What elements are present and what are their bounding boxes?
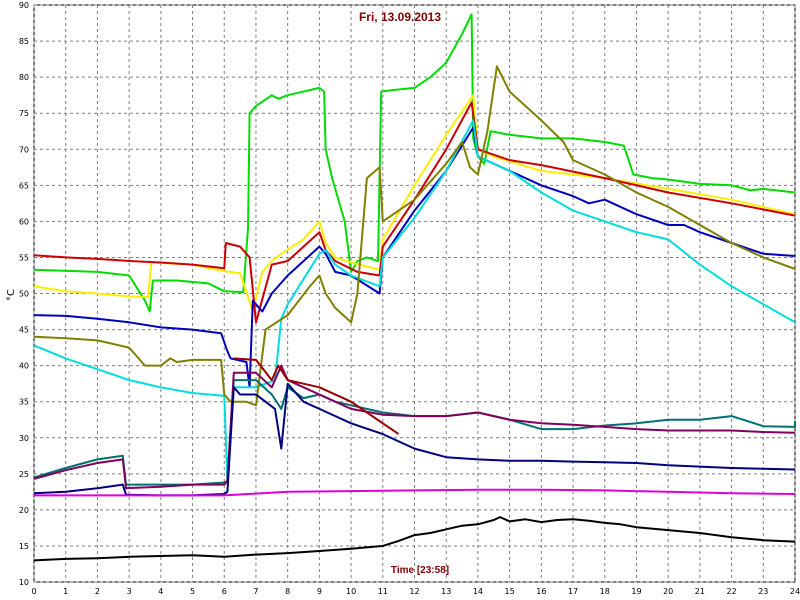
series-line-1 [33,13,796,313]
y-tick-label: 50 [19,290,29,299]
x-tick-label: 23 [758,587,768,596]
series-line-12 [33,516,796,562]
y-tick-label: 15 [19,542,29,551]
series-line-5 [33,119,796,482]
x-tick-label: 11 [378,587,388,596]
y-tick-label: 20 [19,506,29,515]
x-tick-label: 6 [222,587,227,596]
y-tick-label: 25 [19,470,29,479]
x-tick-label: 19 [631,587,641,596]
x-tick-label: 4 [158,587,163,596]
y-tick-label: 60 [19,217,29,226]
grid-lines [33,4,796,583]
x-tick-label: 9 [317,587,322,596]
x-tick-label: 14 [473,587,483,596]
x-tick-label: 12 [409,587,419,596]
chart-title: Fri, 13.09.2013 [359,10,441,24]
x-axis: 0 1 2 3 4 5 6 7 8 9 10 11 12 13 14 15 16 17 18 19 20 21 22 23 24 [31,587,800,596]
x-tick-label: 5 [190,587,195,596]
x-tick-label: 24 [790,587,800,596]
x-tick-label: 7 [253,587,258,596]
y-tick-label: 80 [19,73,29,82]
series-line-11 [34,488,796,497]
y-tick-label: 45 [19,326,29,335]
x-tick-label: 18 [600,587,610,596]
x-tick-label: 13 [441,587,451,596]
y-tick-label: 65 [19,181,29,190]
y-axis: 10 15 20 25 30 35 40 45 50 55 60 65 70 75 80 85 90 [19,1,29,587]
y-tick-label: 40 [19,362,29,371]
x-tick-label: 0 [31,587,36,596]
x-tick-label: 3 [127,587,132,596]
y-tick-label: 10 [19,578,29,587]
series-layer [33,13,796,562]
x-tick-label: 17 [568,587,578,596]
y-tick-label: 75 [19,109,29,118]
x-axis-label: Time [23:58] [391,565,449,576]
x-tick-label: 2 [95,587,100,596]
series-line-10 [233,357,400,435]
y-axis-label: °C [6,289,17,301]
y-tick-label: 55 [19,253,29,262]
y-tick-label: 85 [19,37,29,46]
series-line-6 [33,65,796,407]
y-tick-label: 35 [19,398,29,407]
x-tick-label: 10 [346,587,356,596]
y-tick-label: 30 [19,434,29,443]
x-tick-label: 1 [63,587,68,596]
x-tick-label: 16 [536,587,546,596]
series-line-8 [33,364,796,490]
x-tick-label: 21 [695,587,705,596]
x-tick-label: 20 [663,587,673,596]
x-tick-label: 8 [285,587,290,596]
y-tick-label: 70 [19,145,29,154]
y-tick-label: 90 [19,1,29,10]
x-tick-label: 15 [505,587,515,596]
x-tick-label: 22 [726,587,736,596]
